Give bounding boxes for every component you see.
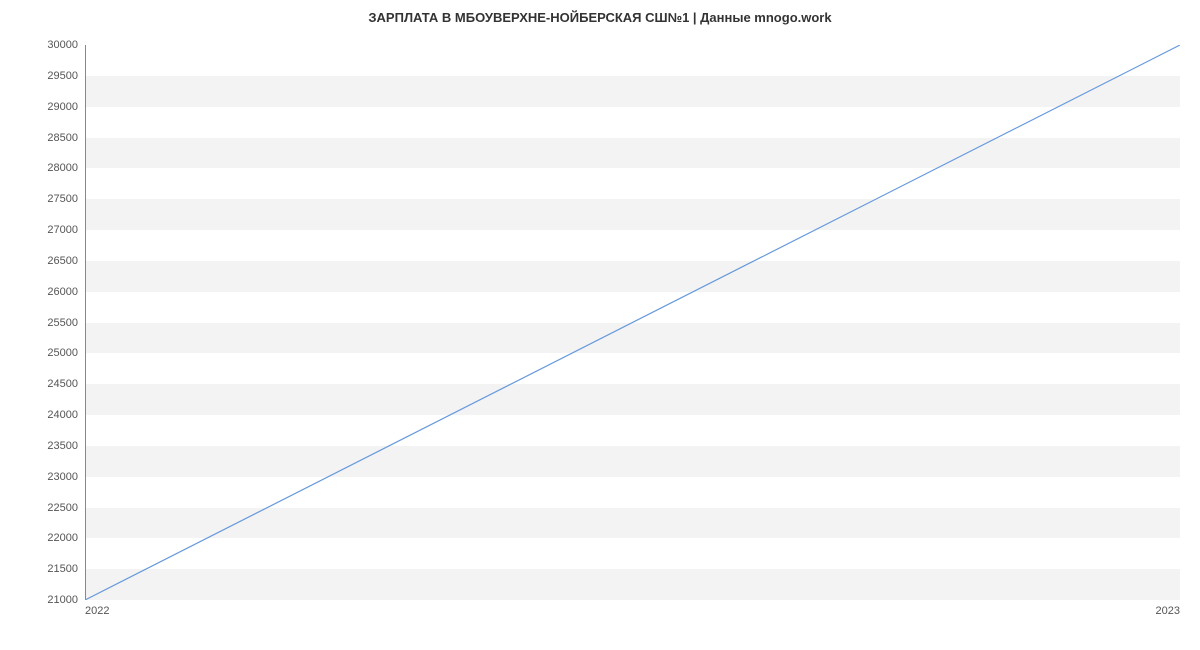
grid-band	[86, 353, 1180, 384]
grid-band	[86, 138, 1180, 169]
grid-band	[86, 569, 1180, 600]
x-tick-label: 2022	[85, 605, 109, 617]
grid-band	[86, 477, 1180, 508]
grid-band	[86, 446, 1180, 477]
y-tick-label: 28000	[8, 162, 78, 174]
grid-band	[86, 45, 1180, 76]
x-tick-label: 2023	[1156, 605, 1180, 617]
plot-area	[85, 45, 1180, 600]
grid-band	[86, 76, 1180, 107]
y-tick-label: 24000	[8, 409, 78, 421]
grid-band	[86, 415, 1180, 446]
y-tick-label: 28500	[8, 132, 78, 144]
grid-band	[86, 292, 1180, 323]
grid-band	[86, 538, 1180, 569]
y-tick-label: 29500	[8, 70, 78, 82]
y-tick-label: 23000	[8, 471, 78, 483]
grid-band	[86, 508, 1180, 539]
y-tick-label: 26500	[8, 255, 78, 267]
y-tick-label: 23500	[8, 440, 78, 452]
y-tick-label: 27000	[8, 224, 78, 236]
salary-chart: ЗАРПЛАТА В МБОУВЕРХНЕ-НОЙБЕРСКАЯ СШ№1 | …	[0, 0, 1200, 650]
grid-band	[86, 230, 1180, 261]
grid-band	[86, 107, 1180, 138]
grid-band	[86, 168, 1180, 199]
y-tick-label: 25500	[8, 317, 78, 329]
y-tick-label: 29000	[8, 101, 78, 113]
y-tick-label: 30000	[8, 39, 78, 51]
grid-band	[86, 199, 1180, 230]
grid-band	[86, 384, 1180, 415]
y-tick-label: 24500	[8, 378, 78, 390]
y-tick-label: 22500	[8, 502, 78, 514]
y-tick-label: 21000	[8, 594, 78, 606]
y-tick-label: 26000	[8, 286, 78, 298]
grid-band	[86, 323, 1180, 354]
y-tick-label: 27500	[8, 193, 78, 205]
y-tick-label: 21500	[8, 563, 78, 575]
grid-band	[86, 261, 1180, 292]
chart-title: ЗАРПЛАТА В МБОУВЕРХНЕ-НОЙБЕРСКАЯ СШ№1 | …	[0, 10, 1200, 25]
y-tick-label: 22000	[8, 532, 78, 544]
y-tick-label: 25000	[8, 347, 78, 359]
